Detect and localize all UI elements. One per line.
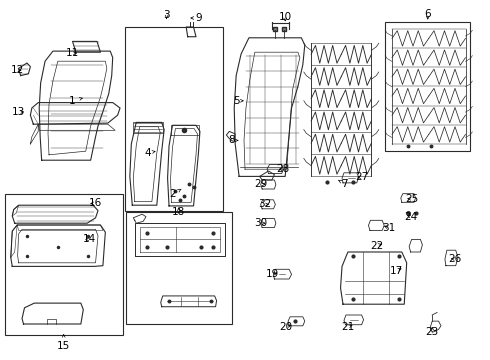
Text: 26: 26	[448, 254, 462, 264]
Text: 20: 20	[279, 322, 292, 332]
Text: 1: 1	[69, 96, 82, 106]
Text: 32: 32	[258, 199, 271, 210]
Text: 12: 12	[10, 65, 24, 75]
Text: 19: 19	[265, 269, 279, 279]
Text: 7: 7	[339, 179, 348, 189]
Text: 8: 8	[228, 135, 238, 145]
Text: 18: 18	[172, 207, 186, 217]
Text: 31: 31	[382, 222, 395, 233]
Bar	[385, 22, 470, 151]
Bar	[126, 212, 232, 324]
Text: 24: 24	[404, 212, 417, 222]
Text: 10: 10	[279, 12, 292, 22]
Text: 5: 5	[233, 96, 243, 106]
Text: 16: 16	[89, 198, 102, 208]
Text: 11: 11	[66, 48, 79, 58]
Text: 25: 25	[405, 194, 418, 204]
Text: 14: 14	[83, 234, 97, 244]
Text: 4: 4	[145, 148, 155, 158]
Text: 15: 15	[57, 334, 71, 351]
Text: 3: 3	[163, 10, 170, 21]
Text: 9: 9	[191, 13, 202, 23]
Text: 27: 27	[355, 172, 368, 182]
Text: 22: 22	[370, 240, 384, 251]
Bar	[5, 194, 122, 335]
Text: 2: 2	[169, 189, 181, 199]
Text: 30: 30	[255, 218, 268, 228]
Text: 23: 23	[425, 327, 439, 337]
Text: 6: 6	[424, 9, 431, 19]
Text: 13: 13	[12, 107, 25, 117]
Text: 28: 28	[276, 164, 290, 174]
Text: 29: 29	[254, 179, 268, 189]
Bar	[125, 27, 223, 211]
Text: 17: 17	[390, 266, 404, 276]
Text: 21: 21	[341, 322, 355, 332]
